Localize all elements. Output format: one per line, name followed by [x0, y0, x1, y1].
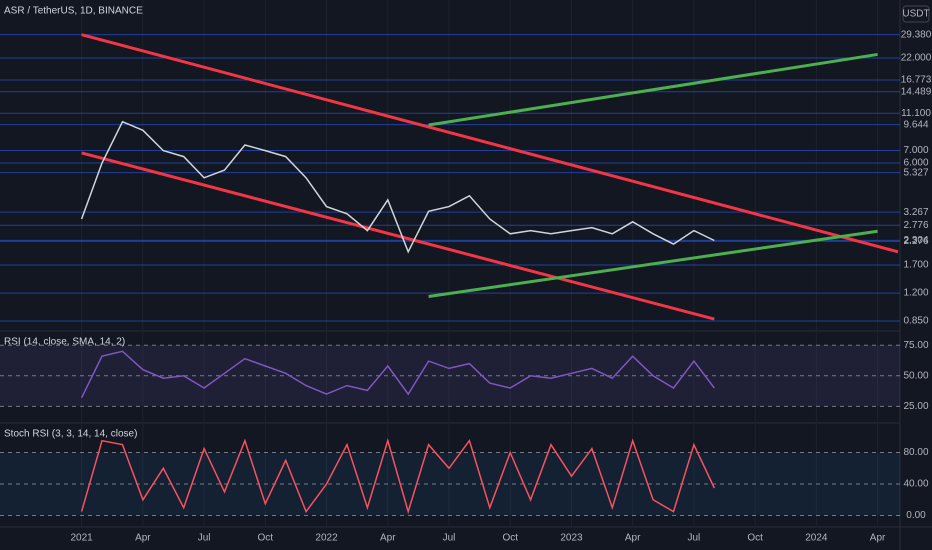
x-tick-label: Oct: [258, 533, 274, 544]
y-tick-label: 5.327: [903, 167, 928, 178]
x-tick-label: Jul: [198, 533, 211, 544]
x-tick-label: Apr: [625, 533, 641, 544]
trend-line: [428, 229, 878, 299]
series-line: [80, 120, 715, 254]
y-tick-label: 0.00: [906, 510, 926, 521]
x-tick-label: 2021: [71, 533, 94, 544]
y-tick-label: 50.00: [903, 370, 928, 381]
x-tick-label: Apr: [870, 533, 886, 544]
x-tick-label: 2022: [315, 533, 338, 544]
y-tick-label: 11.100: [901, 108, 931, 119]
y-tick-label: 2.276: [903, 236, 928, 247]
y-tick-label: 9.644: [903, 119, 928, 130]
y-tick-label: 6.000: [903, 158, 928, 169]
series-line: [80, 438, 715, 515]
y-tick-label: 2.304: [903, 235, 928, 246]
pane-title: Stoch RSI (3, 3, 14, 14, close): [4, 429, 137, 440]
x-tick-label: Jul: [688, 533, 701, 544]
y-tick-label: 1.700: [903, 260, 928, 271]
x-tick-label: Oct: [502, 533, 518, 544]
y-tick-label: 14.489: [901, 86, 932, 97]
y-tick-label: 7.000: [903, 145, 928, 156]
pane-title: ASR / TetherUS, 1D, BINANCE: [4, 6, 143, 17]
axis-label: USDT: [902, 9, 929, 20]
trend-line: [81, 33, 899, 254]
y-tick-label: 1.200: [903, 288, 928, 299]
y-tick-label: 40.00: [903, 479, 928, 490]
series-line: [80, 350, 715, 399]
y-tick-label: 22.000: [901, 53, 932, 64]
x-tick-label: Apr: [135, 533, 151, 544]
axis-label-box: [902, 5, 930, 23]
x-tick-label: 2023: [560, 533, 583, 544]
y-tick-label: 16.773: [901, 75, 932, 86]
y-tick-label: 29.380: [901, 29, 932, 40]
y-tick-label: 0.850: [903, 316, 928, 327]
trend-line: [428, 52, 878, 127]
x-tick-label: Jul: [443, 533, 456, 544]
x-tick-label: Apr: [380, 533, 396, 544]
y-tick-label: 80.00: [903, 447, 928, 458]
y-tick-label: 3.267: [903, 207, 928, 218]
trend-line: [81, 151, 715, 321]
x-tick-label: 2024: [805, 533, 828, 544]
pane-title: RSI (14, close, SMA, 14, 2): [4, 337, 125, 348]
y-tick-label: 75.00: [903, 340, 928, 351]
y-tick-label: 2.776: [903, 220, 928, 231]
y-tick-label: 25.00: [903, 401, 928, 412]
x-tick-label: Oct: [747, 533, 763, 544]
